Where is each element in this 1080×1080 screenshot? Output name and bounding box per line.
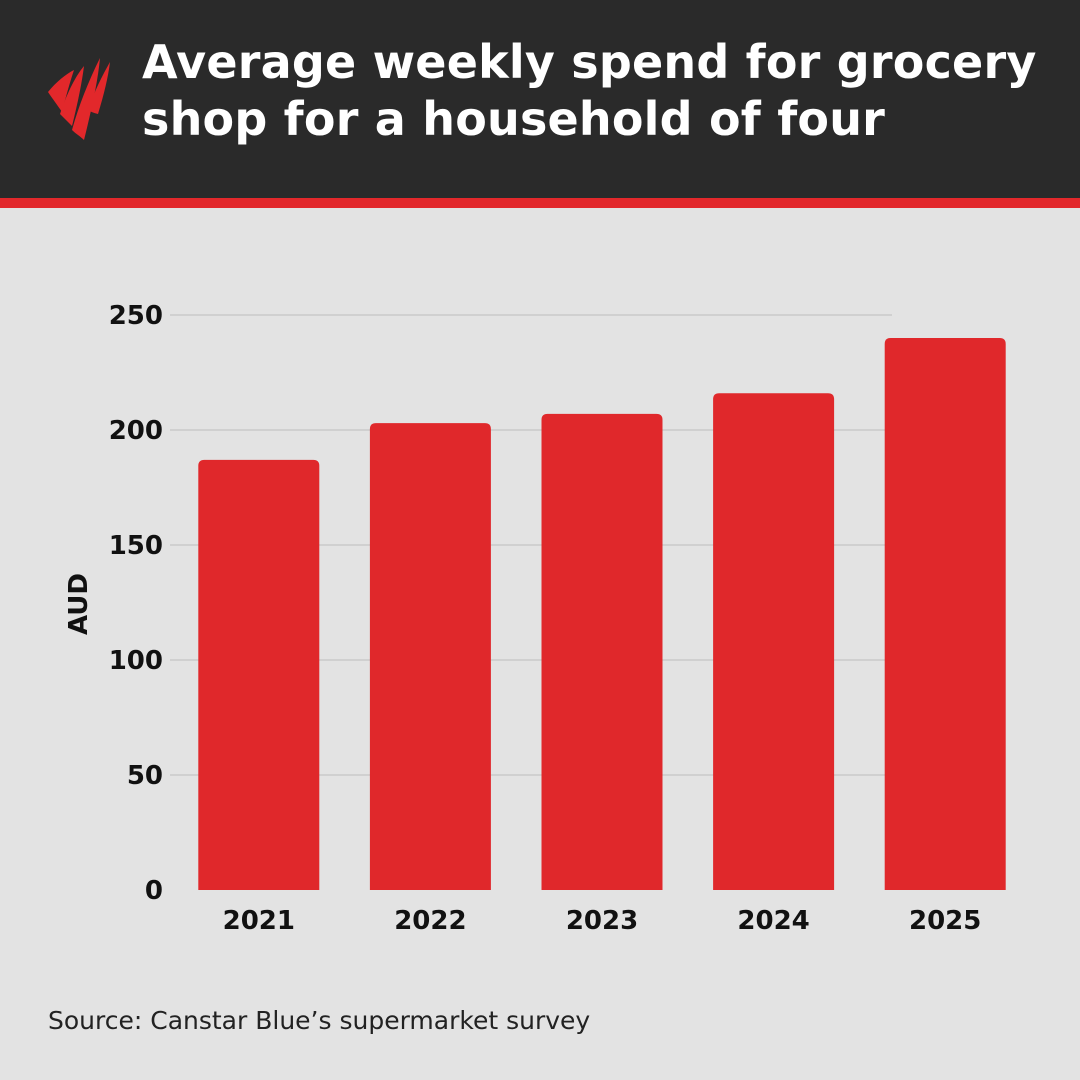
bars bbox=[198, 338, 1006, 890]
y-axis-title: AUD bbox=[64, 573, 94, 635]
chart-title-line-2: shop for a household of four bbox=[142, 92, 886, 146]
y-tick-label: 200 bbox=[109, 416, 163, 446]
y-axis-ticks: 0 50 100 150 200 250 bbox=[109, 301, 163, 906]
header-bar bbox=[0, 0, 1080, 198]
chart-title-line-1: Average weekly spend for grocery bbox=[142, 35, 1037, 89]
y-tick-label: 50 bbox=[127, 761, 163, 791]
y-tick-label: 150 bbox=[109, 531, 163, 561]
x-tick-label: 2021 bbox=[223, 906, 295, 936]
bar-2021 bbox=[198, 459, 320, 890]
bar-2023 bbox=[541, 413, 663, 890]
bar-2025 bbox=[884, 338, 1006, 890]
header-accent-stripe bbox=[0, 198, 1080, 208]
sbs-logo-icon bbox=[48, 58, 110, 140]
y-tick-label: 100 bbox=[109, 646, 163, 676]
x-axis-ticks: 2021 2022 2023 2024 2025 bbox=[223, 906, 982, 936]
y-tick-label: 0 bbox=[145, 876, 163, 906]
y-tick-label: 250 bbox=[109, 301, 163, 331]
x-tick-label: 2025 bbox=[909, 906, 981, 936]
x-tick-label: 2023 bbox=[566, 906, 638, 936]
bar-2024 bbox=[713, 393, 835, 890]
source-note: Source: Canstar Blue’s supermarket surve… bbox=[48, 1006, 591, 1035]
x-tick-label: 2024 bbox=[737, 906, 809, 936]
bar-2022 bbox=[369, 423, 491, 890]
x-tick-label: 2022 bbox=[394, 906, 466, 936]
chart-title: Average weekly spend for grocery shop fo… bbox=[142, 34, 1042, 148]
